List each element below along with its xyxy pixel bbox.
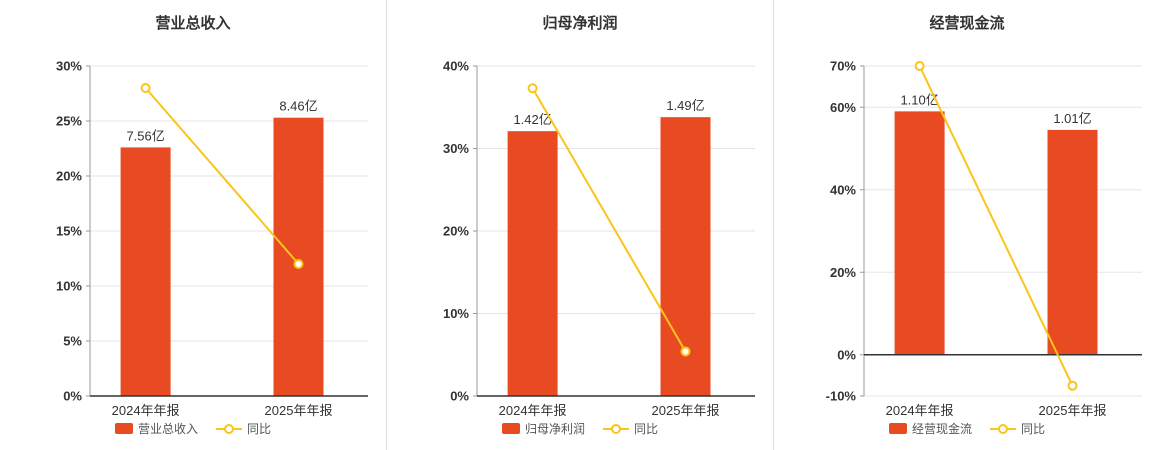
yoy-marker [914, 61, 925, 71]
bar [894, 111, 945, 355]
line-series-marker-icon [603, 423, 629, 434]
bar-value-label: 1.42亿 [513, 112, 551, 127]
line-series-marker-icon [990, 423, 1016, 434]
bar-value-label: 1.10亿 [900, 92, 938, 107]
x-axis-label: 2025年年报 [265, 403, 333, 418]
y-tick-label: 0% [837, 347, 856, 362]
yoy-marker [293, 259, 304, 269]
yoy-line [531, 87, 687, 352]
legend-item-bar: 经营现金流 [888, 420, 972, 437]
bar-value-label: 1.01亿 [1053, 111, 1091, 126]
y-tick-label: 0% [63, 389, 82, 404]
y-tick-label: 30% [56, 59, 82, 74]
y-tick-label: 60% [830, 100, 856, 115]
chart-plot-operating-revenue: 0% 5% 10% 15% 20% 25% 30% 7.56亿 8.46亿 2024年年报 2025… [56, 59, 368, 418]
legend-item-line: 同比 [216, 420, 271, 437]
legend-bar-label: 经营现金流 [911, 422, 972, 436]
y-tick-label: 40% [443, 59, 469, 74]
x-axis-label: 2025年年报 [1039, 403, 1107, 418]
y-tick-label: 0% [450, 389, 469, 404]
chart-panel-operating-cash-flow: 经营现金流 -10% 0% 20% 40% 60% 70% 1.10亿 1.01亿 2024年年… [774, 0, 1160, 450]
chart-title: 营业总收入 [155, 15, 231, 32]
chart-plot-operating-cash-flow: -10% 0% 20% 40% 60% 70% 1.10亿 1.01亿 2024年年报 2025年… [826, 59, 1142, 418]
legend-item-bar: 营业总收入 [114, 420, 198, 437]
legend-item-line: 同比 [603, 420, 658, 437]
legend-item-bar: 归母净利润 [501, 420, 585, 437]
y-tick-label: 10% [443, 306, 469, 321]
y-tick-label: 15% [56, 224, 82, 239]
legend-item-line: 同比 [990, 420, 1045, 437]
legend-line-label: 同比 [1021, 422, 1046, 436]
yoy-marker [527, 83, 538, 94]
legend: 营业总收入 同比 [0, 420, 386, 448]
bar-value-label: 7.56亿 [126, 128, 164, 143]
yoy-marker [140, 83, 151, 93]
chart-title: 经营现金流 [929, 15, 1005, 32]
bar [507, 131, 558, 397]
y-tick-label: 5% [63, 334, 82, 349]
legend-bar-label: 归母净利润 [524, 422, 585, 436]
y-tick-label: 20% [830, 265, 856, 280]
y-tick-label: 20% [443, 224, 469, 239]
y-tick-label: 10% [56, 279, 82, 294]
x-axis-label: 2024年年报 [499, 403, 567, 418]
bar-value-label: 1.49亿 [666, 98, 704, 113]
legend-bar-label: 营业总收入 [137, 422, 198, 436]
x-axis-label: 2024年年报 [886, 403, 954, 418]
bar-series-swatch [114, 423, 133, 434]
yoy-marker [680, 346, 691, 357]
y-tick-label: 30% [443, 141, 469, 156]
chart-plot-net-profit: 0% 10% 20% 30% 40% 1.42亿 1.49亿 2024年年报 2025年年报 [443, 59, 755, 418]
x-axis-label: 2025年年报 [652, 403, 720, 418]
y-tick-label: 20% [56, 169, 82, 184]
yoy-line [144, 87, 300, 265]
x-axis-label: 2024年年报 [112, 403, 180, 418]
yoy-marker [1067, 380, 1078, 391]
chart-title: 归母净利润 [542, 15, 618, 32]
legend-line-label: 同比 [247, 422, 272, 436]
bar-series-swatch [888, 423, 907, 434]
yoy-line [918, 65, 1074, 387]
chart-panel-net-profit: 归母净利润 0% 10% 20% 30% 40% 1.42亿 1.49亿 2024年年报 202… [387, 0, 774, 450]
legend: 经营现金流 同比 [774, 420, 1160, 448]
y-tick-label: 70% [830, 59, 856, 74]
bar [1047, 129, 1098, 355]
legend: 归母净利润 同比 [387, 420, 773, 448]
bar [120, 147, 171, 396]
line-series-marker-icon [216, 423, 242, 434]
y-tick-label: -10% [826, 389, 857, 404]
y-tick-label: 40% [830, 182, 856, 197]
bar-value-label: 8.46亿 [279, 99, 317, 114]
bar [273, 117, 324, 396]
legend-line-label: 同比 [634, 422, 659, 436]
chart-panel-operating-revenue: 营业总收入 0% 5% 10% 15% 20% 25% 30% 7.56亿 8.46亿 2024年… [0, 0, 387, 450]
y-tick-label: 25% [56, 114, 82, 129]
bar-series-swatch [501, 423, 520, 434]
